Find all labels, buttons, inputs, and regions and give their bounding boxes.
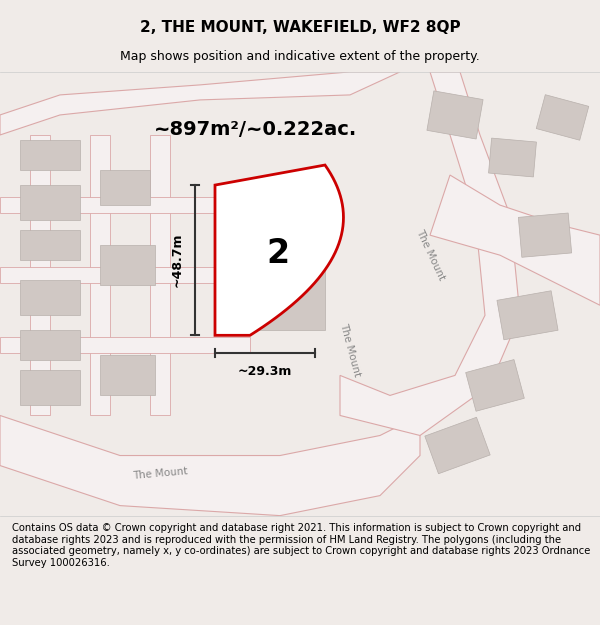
Bar — [488, 138, 536, 177]
Polygon shape — [430, 175, 600, 305]
Bar — [20, 140, 80, 170]
Polygon shape — [90, 135, 110, 416]
Bar — [20, 230, 80, 260]
Polygon shape — [0, 338, 250, 353]
Text: ~29.3m: ~29.3m — [238, 365, 292, 378]
Polygon shape — [215, 165, 343, 336]
Polygon shape — [340, 72, 520, 436]
Text: 2, THE MOUNT, WAKEFIELD, WF2 8QP: 2, THE MOUNT, WAKEFIELD, WF2 8QP — [140, 20, 460, 35]
Text: 2: 2 — [266, 237, 290, 269]
Bar — [20, 330, 80, 361]
Polygon shape — [30, 135, 50, 416]
Bar — [100, 170, 150, 205]
Bar — [100, 356, 155, 396]
Text: ~897m²/~0.222ac.: ~897m²/~0.222ac. — [154, 121, 356, 139]
Polygon shape — [0, 268, 250, 283]
Text: The Mount: The Mount — [414, 228, 446, 282]
Bar — [518, 213, 572, 258]
Bar — [100, 245, 155, 285]
Polygon shape — [150, 135, 170, 416]
Bar — [427, 91, 483, 139]
Bar — [20, 185, 80, 220]
Bar — [536, 94, 589, 140]
Bar — [225, 240, 325, 330]
Text: The Mount: The Mount — [338, 322, 362, 378]
Bar — [497, 291, 558, 340]
Bar — [425, 418, 490, 474]
Text: Map shows position and indicative extent of the property.: Map shows position and indicative extent… — [120, 50, 480, 63]
Polygon shape — [0, 72, 400, 135]
Text: The Mount: The Mount — [132, 466, 188, 481]
Bar — [20, 371, 80, 406]
Text: Contains OS data © Crown copyright and database right 2021. This information is : Contains OS data © Crown copyright and d… — [12, 523, 590, 568]
Polygon shape — [0, 416, 420, 516]
Polygon shape — [0, 197, 250, 213]
Bar — [466, 359, 524, 411]
Bar — [20, 280, 80, 315]
Text: ~48.7m: ~48.7m — [170, 233, 184, 288]
